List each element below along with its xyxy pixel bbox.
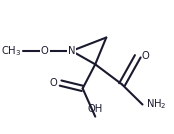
Text: O: O: [50, 78, 57, 88]
Text: N: N: [68, 46, 75, 56]
Text: OH: OH: [88, 104, 103, 114]
Text: O: O: [142, 51, 149, 61]
Text: NH$_2$: NH$_2$: [146, 98, 166, 111]
Text: CH$_3$: CH$_3$: [1, 44, 21, 58]
Text: O: O: [41, 46, 49, 56]
